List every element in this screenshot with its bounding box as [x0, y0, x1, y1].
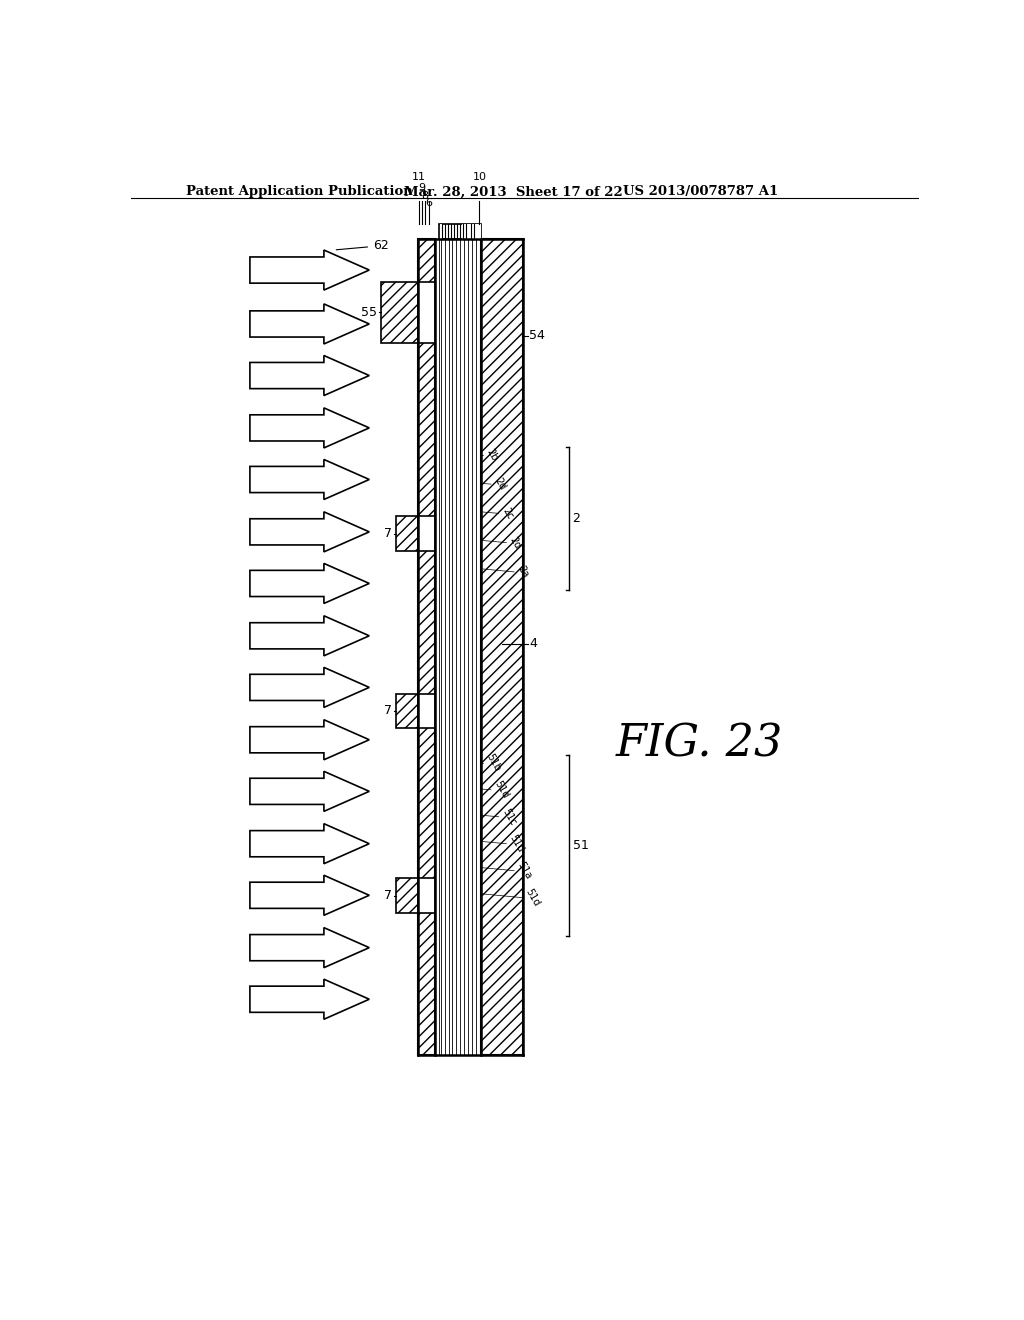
- Bar: [396, 878, 418, 913]
- Text: 7: 7: [384, 890, 392, 902]
- Polygon shape: [250, 979, 370, 1019]
- Polygon shape: [250, 512, 370, 552]
- Text: 2d: 2d: [493, 477, 507, 492]
- Bar: [481, 239, 523, 1056]
- Bar: [396, 516, 418, 552]
- Polygon shape: [250, 304, 370, 345]
- Text: 9: 9: [418, 183, 425, 193]
- Text: 51a: 51a: [515, 861, 534, 882]
- Polygon shape: [250, 875, 370, 915]
- Text: 51d: 51d: [493, 779, 510, 800]
- Text: 51b: 51b: [484, 752, 503, 774]
- Text: 51d: 51d: [523, 887, 541, 908]
- Text: 2c: 2c: [500, 506, 515, 521]
- Bar: [418, 878, 435, 913]
- Polygon shape: [250, 928, 370, 968]
- Text: 7: 7: [384, 705, 392, 717]
- Text: Mar. 28, 2013  Sheet 17 of 22: Mar. 28, 2013 Sheet 17 of 22: [403, 185, 623, 198]
- Bar: [418, 516, 435, 552]
- Text: 6: 6: [425, 198, 432, 209]
- Text: Patent Application Publication: Patent Application Publication: [186, 185, 413, 198]
- Text: 54: 54: [529, 329, 546, 342]
- Text: 7: 7: [384, 527, 392, 540]
- Polygon shape: [250, 355, 370, 396]
- Polygon shape: [250, 459, 370, 499]
- Text: 10: 10: [472, 172, 486, 182]
- Bar: [462, 224, 481, 239]
- Bar: [418, 693, 435, 729]
- Bar: [418, 239, 435, 1056]
- Bar: [440, 224, 443, 239]
- Text: 51c: 51c: [500, 807, 518, 826]
- Text: 4: 4: [529, 638, 538, 649]
- Text: 55: 55: [361, 306, 377, 319]
- Polygon shape: [250, 771, 370, 812]
- Polygon shape: [250, 824, 370, 863]
- Text: 62: 62: [336, 239, 389, 252]
- Bar: [381, 281, 418, 343]
- Text: 2b: 2b: [484, 447, 500, 463]
- Text: 2d: 2d: [508, 535, 522, 550]
- Bar: [418, 281, 435, 343]
- Text: 2: 2: [572, 512, 581, 525]
- Text: 51d: 51d: [508, 833, 525, 854]
- Polygon shape: [250, 719, 370, 760]
- Text: 8: 8: [421, 191, 428, 201]
- Polygon shape: [250, 615, 370, 656]
- Polygon shape: [250, 564, 370, 603]
- Text: US 2013/0078787 A1: US 2013/0078787 A1: [624, 185, 778, 198]
- Text: 2a: 2a: [515, 564, 530, 579]
- Polygon shape: [250, 668, 370, 708]
- Polygon shape: [250, 408, 370, 447]
- Bar: [396, 693, 418, 729]
- Bar: [438, 224, 481, 239]
- Text: 51: 51: [572, 840, 589, 853]
- Polygon shape: [250, 249, 370, 290]
- Text: FIG. 23: FIG. 23: [615, 722, 783, 766]
- Text: 11: 11: [412, 172, 426, 182]
